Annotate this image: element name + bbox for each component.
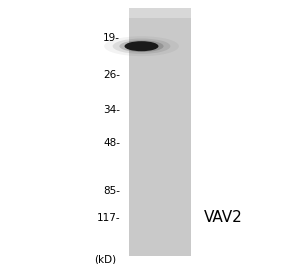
Text: 34-: 34- — [103, 105, 120, 115]
Text: 19-: 19- — [103, 33, 120, 43]
Ellipse shape — [113, 39, 170, 54]
Text: 117-: 117- — [97, 213, 120, 223]
Ellipse shape — [104, 36, 179, 56]
Text: 48-: 48- — [103, 138, 120, 148]
Bar — [129, 8, 191, 256]
Ellipse shape — [125, 41, 158, 51]
Ellipse shape — [119, 40, 164, 52]
Text: VAV2: VAV2 — [204, 210, 243, 225]
Text: (kD): (kD) — [94, 255, 116, 264]
Text: 26-: 26- — [103, 70, 120, 80]
Bar — [129, 8, 191, 18]
Text: 85-: 85- — [103, 186, 120, 196]
